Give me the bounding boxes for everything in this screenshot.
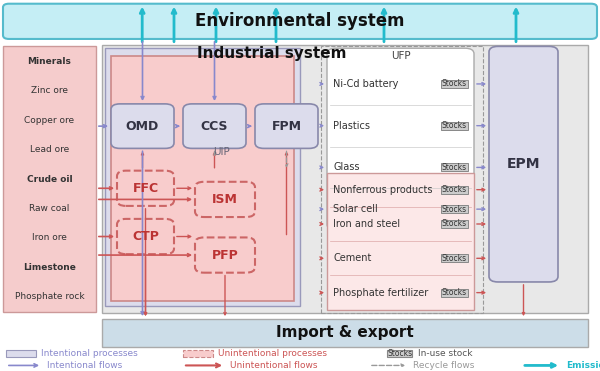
Bar [102,45,588,313]
Bar [441,163,468,171]
FancyBboxPatch shape [195,182,255,217]
Text: Raw coal: Raw coal [29,204,70,213]
Text: Stocks: Stocks [442,254,467,263]
Text: Stocks: Stocks [442,79,467,88]
Text: Stocks: Stocks [442,185,467,194]
Text: CTP: CTP [132,230,159,243]
Text: Iron ore: Iron ore [32,233,67,243]
Text: ISM: ISM [212,193,238,206]
Bar [441,122,468,130]
Text: OMD: OMD [126,119,159,133]
Text: Ni-Cd battery: Ni-Cd battery [333,79,398,89]
Bar [441,205,468,213]
Text: Limestone: Limestone [23,263,76,272]
Text: In-use stock: In-use stock [418,349,473,358]
Text: EPM: EPM [507,157,540,171]
Text: Unintentional processes: Unintentional processes [218,349,327,358]
Text: Copper ore: Copper ore [25,115,74,125]
Text: Lead ore: Lead ore [30,145,69,154]
Text: Stocks: Stocks [387,349,412,358]
FancyBboxPatch shape [117,171,174,206]
Bar [441,289,468,297]
Text: Recycle flows: Recycle flows [413,361,474,370]
Bar [183,350,213,357]
Text: Stocks: Stocks [442,163,467,172]
Bar [441,186,468,194]
FancyBboxPatch shape [3,4,597,39]
Text: Iron and steel: Iron and steel [333,219,400,229]
Bar [102,319,588,347]
Text: CCS: CCS [201,119,228,133]
FancyBboxPatch shape [111,104,174,148]
Text: Glass: Glass [333,162,359,173]
Text: Emission: Emission [566,361,600,370]
Text: UFP: UFP [391,51,410,60]
Text: Stocks: Stocks [442,121,467,130]
FancyBboxPatch shape [489,46,558,282]
Text: Zinc ore: Zinc ore [31,86,68,95]
Text: Industrial system: Industrial system [197,46,347,61]
Bar [111,56,294,301]
Bar [327,173,474,310]
Text: Environmental system: Environmental system [195,12,405,30]
FancyBboxPatch shape [117,219,174,254]
Text: Stocks: Stocks [442,288,467,297]
FancyBboxPatch shape [195,237,255,273]
Text: Cement: Cement [333,253,371,263]
Text: Intentional processes: Intentional processes [41,349,137,358]
Text: FFC: FFC [133,182,158,195]
Text: Phosphate fertilizer: Phosphate fertilizer [333,288,428,298]
Text: Plastics: Plastics [333,121,370,131]
Bar [441,80,468,88]
Text: Phosphate rock: Phosphate rock [14,292,85,301]
Bar [441,254,468,262]
Text: Import & export: Import & export [276,325,414,341]
Text: Stocks: Stocks [442,205,467,214]
Text: Crude oil: Crude oil [26,174,73,184]
Bar [6,350,36,357]
Bar [321,46,483,313]
Text: Intentional flows: Intentional flows [47,361,122,370]
Text: FPM: FPM [271,119,302,133]
Bar [3,46,96,312]
Text: Solar cell: Solar cell [333,204,378,214]
Text: Minerals: Minerals [28,57,71,66]
Text: PFP: PFP [212,249,238,262]
FancyBboxPatch shape [255,104,318,148]
FancyBboxPatch shape [183,104,246,148]
Text: Stocks: Stocks [442,220,467,229]
Bar [387,350,412,357]
FancyBboxPatch shape [327,48,474,230]
Text: Nonferrous products: Nonferrous products [333,185,433,195]
Bar [441,220,468,228]
Text: UIP: UIP [214,147,230,157]
Text: Unintentional flows: Unintentional flows [230,361,317,370]
Bar [105,48,300,306]
